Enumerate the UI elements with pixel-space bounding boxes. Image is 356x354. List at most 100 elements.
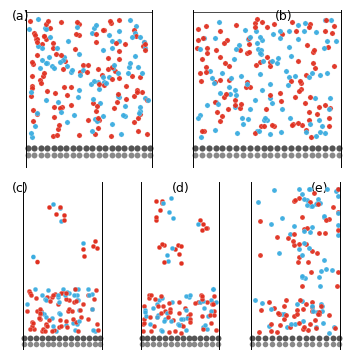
Point	[85, 317, 90, 322]
Point	[153, 214, 158, 220]
Point	[239, 101, 244, 107]
Point	[91, 78, 96, 84]
Point	[142, 95, 148, 101]
Point	[283, 335, 288, 341]
Point	[32, 326, 37, 332]
Point	[266, 299, 272, 304]
Point	[159, 198, 165, 204]
Point	[185, 313, 191, 319]
Point	[54, 45, 60, 51]
Point	[133, 33, 139, 39]
Point	[275, 310, 281, 315]
Point	[233, 22, 239, 28]
Point	[225, 106, 231, 112]
Point	[334, 39, 339, 44]
Point	[43, 321, 49, 327]
Point	[258, 51, 264, 57]
Point	[58, 109, 64, 115]
Point	[278, 129, 284, 135]
Point	[60, 286, 66, 292]
Point	[261, 117, 267, 123]
Point	[45, 19, 51, 24]
Point	[206, 153, 211, 158]
Point	[51, 327, 57, 333]
Point	[313, 325, 319, 331]
Point	[321, 214, 326, 219]
Point	[111, 105, 117, 111]
Point	[50, 293, 56, 298]
Point	[211, 308, 217, 314]
Point	[43, 61, 49, 66]
Point	[89, 292, 94, 297]
Point	[29, 83, 35, 88]
Point	[175, 321, 180, 327]
Point	[101, 79, 106, 85]
Point	[44, 88, 50, 94]
Point	[253, 62, 258, 68]
Point	[281, 311, 287, 316]
Point	[141, 320, 146, 326]
Point	[213, 153, 218, 158]
Point	[183, 293, 189, 299]
Point	[260, 58, 266, 64]
Point	[258, 307, 263, 313]
Point	[236, 42, 242, 48]
Point	[291, 223, 297, 229]
Point	[274, 330, 279, 335]
Point	[55, 301, 61, 307]
Point	[201, 305, 207, 311]
Point	[45, 335, 51, 341]
Point	[211, 80, 216, 85]
Point	[43, 314, 49, 320]
Point	[283, 68, 289, 74]
Point	[299, 283, 305, 289]
Point	[131, 120, 137, 125]
Point	[43, 22, 48, 27]
Point	[116, 28, 121, 34]
Point	[304, 197, 310, 203]
Point	[302, 153, 308, 158]
Point	[27, 326, 33, 332]
Point	[262, 115, 268, 121]
Point	[307, 21, 313, 27]
Point	[75, 94, 81, 99]
Point	[309, 224, 315, 230]
Point	[70, 153, 76, 158]
Point	[257, 34, 263, 40]
Point	[57, 205, 63, 211]
Point	[203, 225, 209, 231]
Point	[85, 118, 91, 123]
Point	[53, 211, 59, 217]
Point	[217, 119, 223, 124]
Point	[322, 17, 328, 23]
Point	[116, 56, 122, 61]
Point	[237, 47, 243, 53]
Point	[29, 85, 35, 91]
Point	[262, 341, 268, 347]
Point	[103, 80, 109, 86]
Point	[38, 308, 43, 314]
Point	[148, 328, 154, 334]
Point	[159, 328, 165, 334]
Point	[126, 64, 132, 70]
Point	[295, 153, 301, 158]
Point	[268, 329, 274, 334]
Point	[73, 327, 78, 333]
Point	[194, 45, 200, 51]
Point	[29, 324, 35, 329]
Point	[40, 73, 46, 79]
Point	[298, 80, 304, 86]
Point	[204, 45, 210, 51]
Point	[24, 301, 30, 307]
Point	[106, 74, 112, 80]
Point	[56, 292, 61, 298]
Point	[297, 297, 302, 303]
Point	[106, 67, 111, 72]
Point	[311, 190, 316, 196]
Point	[257, 59, 263, 64]
Point	[162, 341, 168, 347]
Point	[316, 311, 322, 317]
Point	[165, 258, 171, 263]
Point	[296, 254, 302, 260]
Point	[292, 74, 298, 79]
